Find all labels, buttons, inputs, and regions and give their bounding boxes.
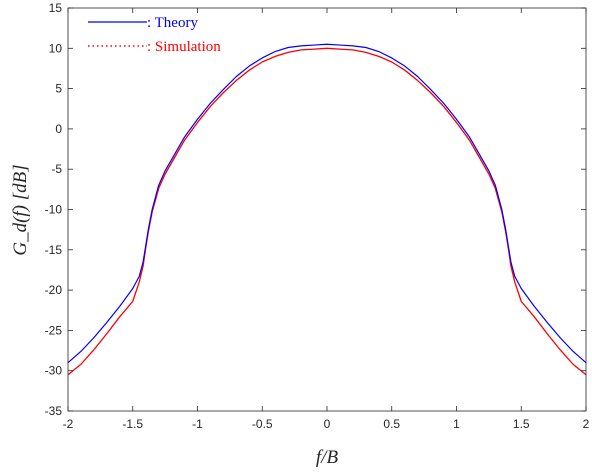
- series-line-theory: [67, 43, 587, 364]
- x-tick-label: -1: [192, 417, 203, 431]
- plot-frame: [67, 7, 587, 412]
- series-layer: [67, 43, 587, 376]
- y-tick-label: -25: [45, 323, 63, 337]
- legend: : Theory : Simulation: [88, 15, 221, 55]
- plot-area: [68, 8, 586, 411]
- x-tick-label: 1: [453, 417, 460, 431]
- y-tick-label: 5: [55, 82, 62, 96]
- x-tick-label: 0: [324, 417, 331, 431]
- y-tick-label: -10: [45, 203, 63, 217]
- x-tick-label: 2: [583, 417, 590, 431]
- y-tick-label: -35: [45, 404, 63, 418]
- y-axis-title: G_d(f) [dB]: [10, 164, 31, 255]
- x-tick-label: 0.5: [383, 417, 400, 431]
- legend-label-theory: : Theory: [147, 15, 198, 31]
- y-tick-label: 0: [55, 122, 62, 136]
- y-tick-label: 10: [49, 41, 63, 55]
- y-tick-label: -20: [45, 283, 63, 297]
- x-tick-label: -2: [63, 417, 74, 431]
- x-axis-title: f/B: [316, 447, 339, 468]
- y-tick-label: -15: [45, 243, 63, 257]
- x-tick-label: 1.5: [513, 417, 530, 431]
- y-tick-label: -5: [51, 162, 62, 176]
- x-tick-label: -1.5: [122, 417, 143, 431]
- tick-layer: -2 -1.5 -1 -0.5 0 0.5 1 1.5 2 -35 -30 -25 -20 -15 -10 -…: [45, 1, 590, 431]
- y-tick-label: -30: [45, 364, 63, 378]
- legend-label-simulation: : Simulation: [147, 39, 221, 55]
- x-tick-label: -0.5: [252, 417, 273, 431]
- y-tick-label: 15: [49, 1, 63, 15]
